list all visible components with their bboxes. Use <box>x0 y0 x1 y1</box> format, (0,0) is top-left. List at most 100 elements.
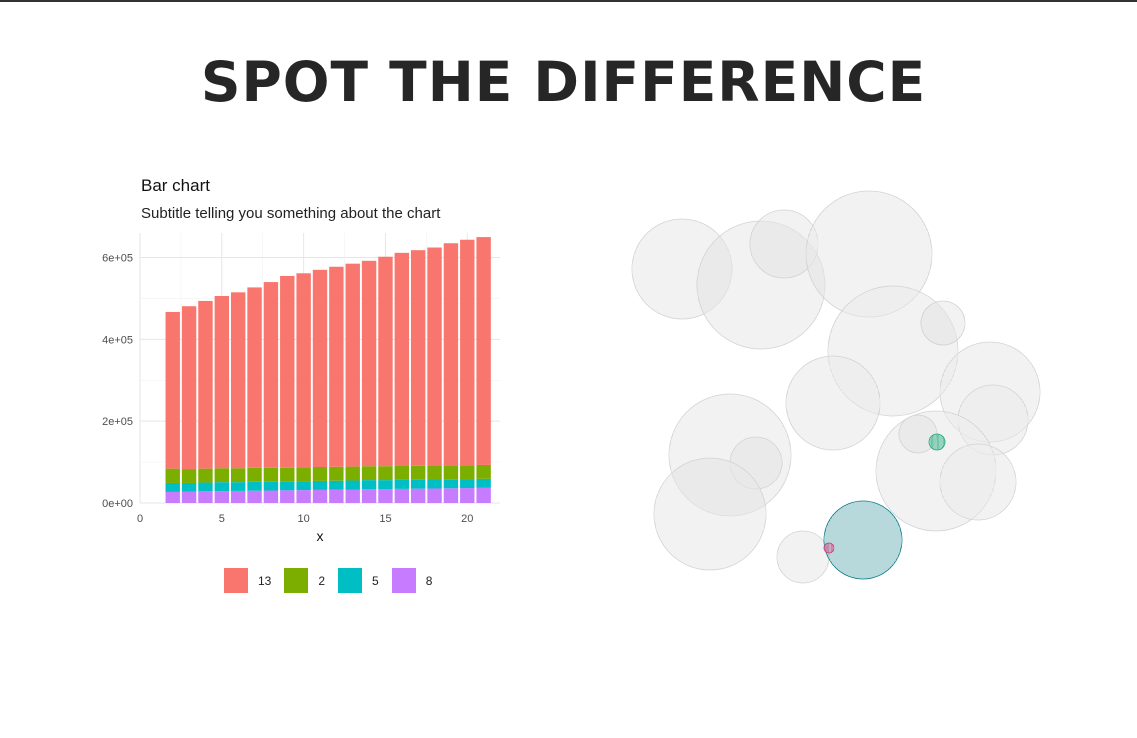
x-tick-label: 5 <box>219 513 225 525</box>
bar-segment-13 <box>460 239 475 466</box>
bubble-highlight <box>823 542 835 554</box>
bar-segment-2 <box>296 467 311 482</box>
bar-segment-2 <box>394 465 410 480</box>
bar-segment-13 <box>345 263 360 467</box>
bar-segment-8 <box>329 489 344 503</box>
bubble-outline <box>805 190 933 318</box>
bar-segment-13 <box>378 256 393 467</box>
legend-item: 13 <box>224 568 271 593</box>
y-tick-label: 0e+00 <box>102 498 133 510</box>
bar-segment-5 <box>181 482 197 492</box>
bubble <box>920 300 966 346</box>
bar-segment-13 <box>181 306 197 470</box>
legend-item: 2 <box>284 568 325 593</box>
bar-segment-13 <box>443 243 459 466</box>
legend-item: 8 <box>391 568 433 593</box>
bar-segment-13 <box>198 300 213 469</box>
bar-segment-2 <box>361 466 377 481</box>
x-axis-label: x <box>317 528 324 544</box>
x-tick-label: 15 <box>379 513 391 525</box>
bar-segment-2 <box>280 467 295 482</box>
bar-segment-8 <box>394 488 410 503</box>
bar-segment-13 <box>329 266 344 467</box>
bar-segment-13 <box>263 282 279 468</box>
bubble <box>776 530 830 584</box>
x-tick-label: 10 <box>298 513 310 525</box>
bar-chart-subtitle: Subtitle telling you something about the… <box>141 205 441 222</box>
bar-segment-5 <box>443 479 459 489</box>
bar-segment-2 <box>378 466 393 481</box>
bar-segment-8 <box>427 488 442 503</box>
bar-segment-8 <box>443 488 459 503</box>
legend-label: 8 <box>425 573 433 588</box>
bar-segment-13 <box>280 275 295 468</box>
bubble-highlight <box>928 433 946 451</box>
bar-segment-2 <box>165 468 180 483</box>
bar-segment-8 <box>410 488 426 503</box>
legend-label: 2 <box>318 573 326 588</box>
bar-segment-2 <box>476 464 491 479</box>
bar-segment-8 <box>214 491 230 503</box>
bar-segment-5 <box>361 480 377 490</box>
bar-segment-8 <box>247 490 262 503</box>
bar-segment-2 <box>410 465 426 480</box>
bubble-highlight <box>823 500 903 580</box>
bubble-outline <box>827 285 959 417</box>
x-tick-label: 20 <box>461 513 473 525</box>
bar-segment-13 <box>427 247 442 466</box>
bar-segment-2 <box>214 468 230 483</box>
bubble-outline <box>785 355 881 451</box>
y-tick-label: 4e+05 <box>102 334 133 346</box>
bar-segment-5 <box>394 479 410 489</box>
bar-segment-5 <box>263 481 279 491</box>
y-tick-label: 2e+05 <box>102 416 133 428</box>
legend-swatch <box>284 568 309 593</box>
bar-segment-8 <box>476 487 491 503</box>
legend-label: 13 <box>258 573 272 588</box>
bubble <box>939 443 1017 521</box>
bubble <box>653 457 767 571</box>
x-tick-label: 0 <box>137 513 143 525</box>
bar-chart-legend: 13 2 5 8 <box>224 568 445 593</box>
bar-segment-8 <box>296 490 311 503</box>
bar-segment-13 <box>165 311 180 469</box>
bar-segment-5 <box>460 479 475 489</box>
bar-segment-2 <box>181 469 197 483</box>
bar-segment-13 <box>230 292 246 469</box>
bubble <box>696 220 826 350</box>
bar-segment-2 <box>312 467 328 481</box>
bar-segment-5 <box>427 479 442 489</box>
bar-segment-8 <box>378 489 393 503</box>
bar-chart-title: Bar chart <box>141 176 210 195</box>
bar-segment-8 <box>345 489 360 503</box>
bar-segment-5 <box>410 479 426 489</box>
bubble <box>898 414 938 454</box>
bar-segment-8 <box>165 491 180 503</box>
y-tick-label: 6e+05 <box>102 253 133 265</box>
bar-segment-5 <box>312 480 328 490</box>
bar-segment-13 <box>394 252 410 466</box>
bar-segment-5 <box>476 478 491 488</box>
bar-segment-8 <box>280 490 295 503</box>
bar-segment-8 <box>460 488 475 503</box>
bar-segment-2 <box>198 468 213 483</box>
bar-segment-2 <box>345 466 360 481</box>
bubble-chart <box>631 190 1041 584</box>
bar-segment-5 <box>230 482 246 491</box>
legend-label: 5 <box>372 573 379 588</box>
bar-segment-13 <box>296 273 311 468</box>
bar-segment-13 <box>312 269 328 467</box>
bar-segment-8 <box>181 491 197 503</box>
page-title: SPOT THE DIFFERENCE <box>200 50 927 114</box>
bar-segment-5 <box>198 482 213 492</box>
bubble <box>668 393 792 517</box>
bar-segment-2 <box>247 467 262 482</box>
bar-segment-5 <box>378 480 393 490</box>
bar-segment-13 <box>410 250 426 466</box>
bar-segment-2 <box>460 465 475 480</box>
bar-segment-13 <box>247 287 262 468</box>
bar-segment-5 <box>329 480 344 490</box>
bar-segment-8 <box>198 491 213 503</box>
bar-segment-5 <box>247 481 262 491</box>
bubble <box>749 209 819 279</box>
